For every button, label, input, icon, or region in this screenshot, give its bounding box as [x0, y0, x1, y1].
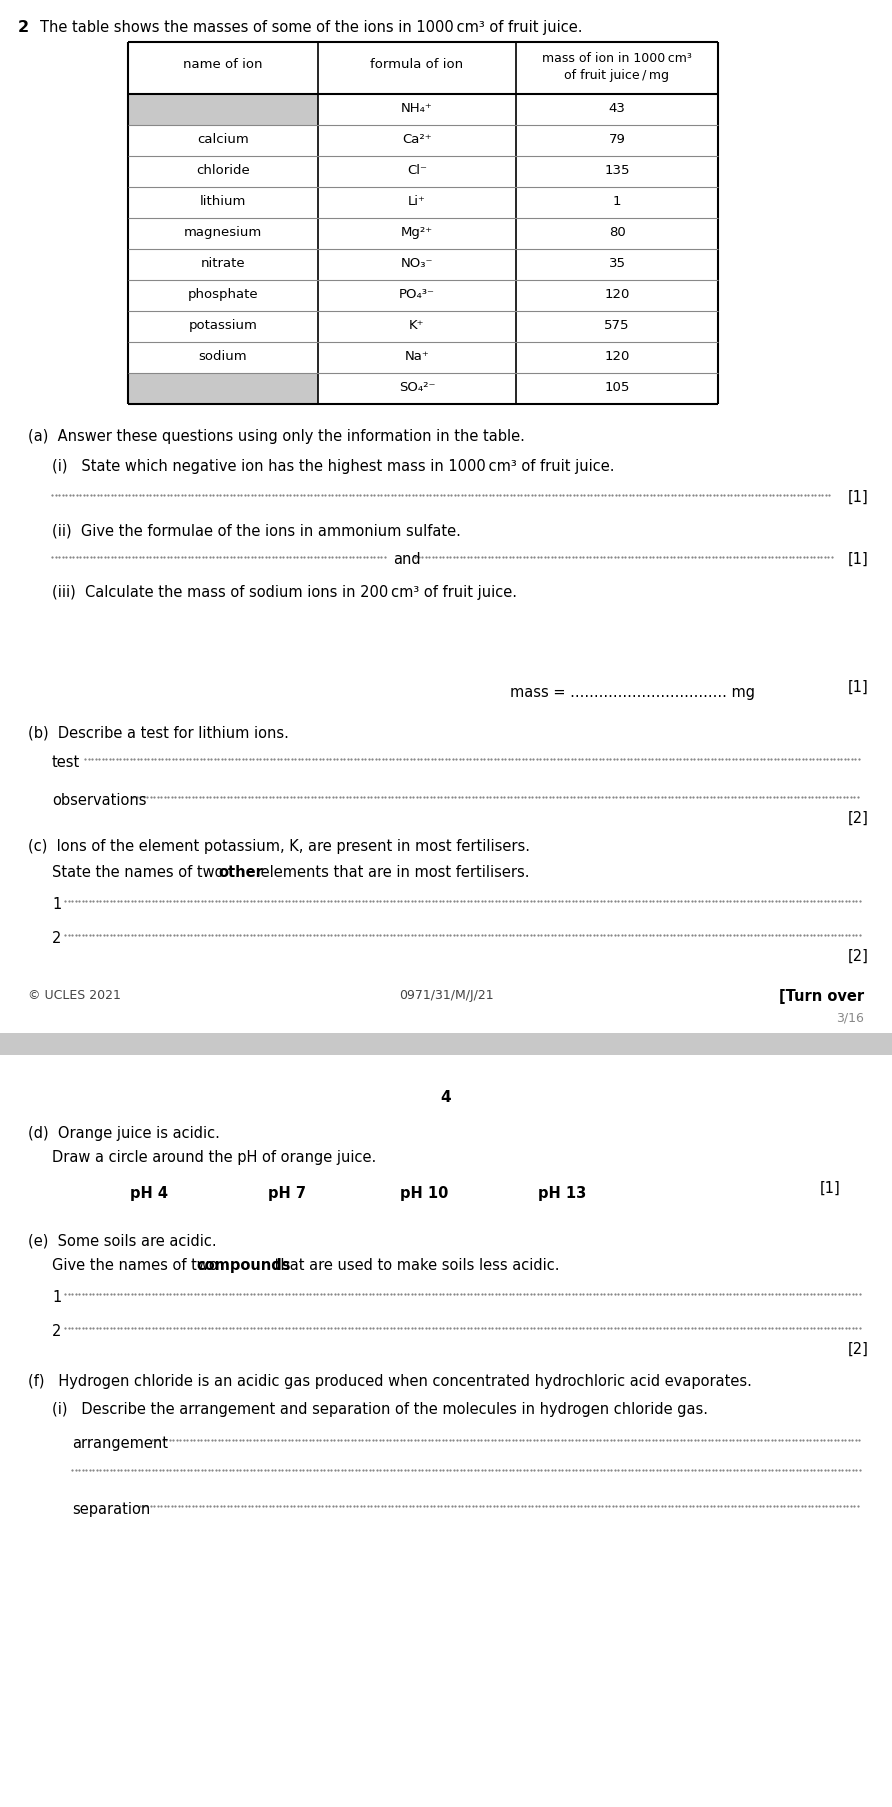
Text: sodium: sodium [199, 351, 247, 363]
Text: formula of ion: formula of ion [370, 58, 464, 70]
Text: lithium: lithium [200, 195, 246, 208]
Bar [128, 372, 318, 405]
Text: (a)  Answer these questions using only the information in the table.: (a) Answer these questions using only th… [28, 428, 524, 445]
Text: (d)  Orange juice is acidic.: (d) Orange juice is acidic. [28, 1126, 219, 1140]
Text: Na⁺: Na⁺ [405, 351, 429, 363]
Text: 2: 2 [52, 931, 62, 947]
Text: Cl⁻: Cl⁻ [407, 164, 427, 177]
Text: (i)   Describe the arrangement and separation of the molecules in hydrogen chlor: (i) Describe the arrangement and separat… [52, 1402, 708, 1417]
Text: elements that are in most fertilisers.: elements that are in most fertilisers. [256, 866, 530, 880]
Text: Ca²⁺: Ca²⁺ [402, 134, 432, 146]
Text: [1]: [1] [848, 551, 869, 567]
Text: pH 13: pH 13 [538, 1185, 586, 1202]
Text: K⁺: K⁺ [409, 320, 425, 332]
Text: other: other [218, 866, 263, 880]
Text: observations: observations [52, 793, 146, 808]
Text: 135: 135 [604, 164, 630, 177]
Text: (f)   Hydrogen chloride is an acidic gas produced when concentrated hydrochloric: (f) Hydrogen chloride is an acidic gas p… [28, 1373, 752, 1390]
Text: mass = ................................. mg: mass = .................................… [510, 685, 755, 699]
Text: NO₃⁻: NO₃⁻ [401, 257, 434, 269]
Text: pH 7: pH 7 [268, 1185, 306, 1202]
Text: 1: 1 [52, 1290, 62, 1305]
Text: calcium: calcium [197, 134, 249, 146]
Bar [128, 94, 318, 125]
Text: [2]: [2] [848, 1343, 869, 1357]
Text: separation: separation [72, 1502, 150, 1518]
Text: [1]: [1] [820, 1182, 841, 1196]
Text: (b)  Describe a test for lithium ions.: (b) Describe a test for lithium ions. [28, 725, 289, 741]
Text: Li⁺: Li⁺ [408, 195, 426, 208]
Text: phosphate: phosphate [187, 287, 259, 302]
Text: arrangement: arrangement [72, 1437, 168, 1451]
Text: [2]: [2] [848, 811, 869, 826]
Text: 2: 2 [18, 20, 29, 34]
Text: State the names of two: State the names of two [52, 866, 228, 880]
Text: 120: 120 [604, 287, 630, 302]
Text: Draw a circle around the pH of orange juice.: Draw a circle around the pH of orange ju… [52, 1149, 376, 1166]
Text: [2]: [2] [848, 949, 869, 963]
Text: 2: 2 [52, 1325, 62, 1339]
Text: NH₄⁺: NH₄⁺ [401, 101, 433, 116]
Text: (e)  Some soils are acidic.: (e) Some soils are acidic. [28, 1234, 217, 1249]
Text: (ii)  Give the formulae of the ions in ammonium sulfate.: (ii) Give the formulae of the ions in am… [52, 522, 461, 538]
Bar [0, 1034, 892, 1055]
Text: (iii)  Calculate the mass of sodium ions in 200 cm³ of fruit juice.: (iii) Calculate the mass of sodium ions … [52, 585, 517, 600]
Text: 120: 120 [604, 351, 630, 363]
Text: 80: 80 [608, 226, 625, 239]
Text: 575: 575 [604, 320, 630, 332]
Text: pH 4: pH 4 [130, 1185, 168, 1202]
Text: 0971/31/M/J/21: 0971/31/M/J/21 [399, 988, 493, 1003]
Text: [Turn over: [Turn over [779, 988, 864, 1005]
Bar [128, 42, 718, 405]
Text: © UCLES 2021: © UCLES 2021 [28, 988, 121, 1003]
Text: SO₄²⁻: SO₄²⁻ [399, 381, 435, 394]
Text: 43: 43 [608, 101, 625, 116]
Text: nitrate: nitrate [201, 257, 245, 269]
Text: [1]: [1] [848, 490, 869, 504]
Text: 105: 105 [604, 381, 630, 394]
Text: PO₄³⁻: PO₄³⁻ [399, 287, 435, 302]
Text: (c)  lons of the element potassium, K, are present in most fertilisers.: (c) lons of the element potassium, K, ar… [28, 838, 530, 855]
Text: test: test [52, 755, 80, 770]
Text: 3/16: 3/16 [836, 1010, 864, 1025]
Text: compounds: compounds [196, 1258, 291, 1272]
Text: [1]: [1] [848, 679, 869, 696]
Text: potassium: potassium [188, 320, 258, 332]
Text: magnesium: magnesium [184, 226, 262, 239]
Text: chloride: chloride [196, 164, 250, 177]
Text: 35: 35 [608, 257, 625, 269]
Text: name of ion: name of ion [183, 58, 263, 70]
Text: 1: 1 [613, 195, 621, 208]
Text: 1: 1 [52, 896, 62, 913]
Text: and: and [393, 551, 421, 567]
Text: Mg²⁺: Mg²⁺ [401, 226, 433, 239]
Text: 79: 79 [608, 134, 625, 146]
Text: pH 10: pH 10 [400, 1185, 449, 1202]
Text: of fruit juice / mg: of fruit juice / mg [565, 69, 670, 81]
Text: (i)   State which negative ion has the highest mass in 1000 cm³ of fruit juice.: (i) State which negative ion has the hig… [52, 459, 615, 473]
Text: 4: 4 [441, 1090, 451, 1106]
Text: The table shows the masses of some of the ions in 1000 cm³ of fruit juice.: The table shows the masses of some of th… [40, 20, 582, 34]
Text: Give the names of two: Give the names of two [52, 1258, 222, 1272]
Text: that are used to make soils less acidic.: that are used to make soils less acidic. [270, 1258, 559, 1272]
Text: mass of ion in 1000 cm³: mass of ion in 1000 cm³ [542, 52, 692, 65]
